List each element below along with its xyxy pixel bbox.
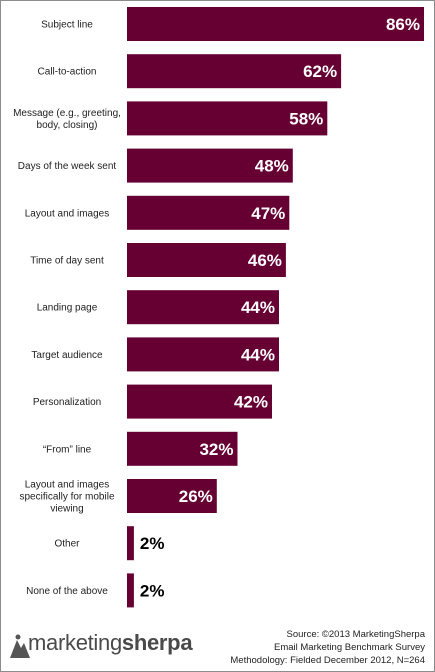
bar-chart: 86% Subject line 62% Call-to-action 58% Messa… — [13, 7, 424, 608]
category-label: Layout and images — [25, 208, 110, 219]
data-label: 58% — [289, 109, 323, 128]
data-label: 44% — [241, 345, 275, 364]
category-label: Message (e.g., greeting, body, closing) — [13, 108, 121, 131]
category-label: Days of the week sent — [18, 161, 117, 172]
bar — [127, 479, 217, 513]
category-label: Subject line — [41, 20, 93, 31]
bar — [127, 195, 290, 230]
data-label: 86% — [386, 15, 420, 34]
data-label: 32% — [199, 440, 233, 459]
bar — [127, 384, 272, 419]
bar — [127, 54, 342, 89]
category-label: Personalization — [33, 397, 101, 408]
logo-word-part1: marketing — [28, 630, 122, 655]
source-note: Source: ©2013 MarketingSherpa Email Mark… — [230, 628, 425, 667]
category-label: “From” line — [43, 444, 92, 455]
category-label: Other — [54, 539, 80, 550]
bar — [127, 7, 424, 41]
bar — [127, 101, 328, 136]
logo-wordmark: marketingsherpa — [28, 630, 193, 656]
category-label: Call-to-action — [38, 67, 97, 78]
bar — [127, 337, 279, 372]
category-label: Target audience — [31, 350, 103, 361]
category-label: Time of day sent — [30, 256, 104, 267]
source-line-3: Methodology: Fielded December 2012, N=26… — [230, 655, 425, 666]
data-label: 42% — [234, 393, 268, 412]
data-label: 26% — [179, 487, 213, 506]
logo-word-part2: sherpa — [121, 630, 193, 655]
data-label: 2% — [140, 534, 165, 553]
bar — [127, 148, 293, 183]
data-label: 62% — [303, 62, 337, 81]
data-label: 46% — [248, 251, 282, 270]
marketingsherpa-logo — [6, 628, 206, 664]
source-line-2: Email Marketing Benchmark Survey — [274, 642, 425, 653]
bar — [127, 290, 279, 325]
data-label: 2% — [140, 581, 165, 600]
bar — [127, 526, 134, 561]
category-label: Landing page — [37, 303, 98, 314]
bar — [127, 573, 134, 608]
source-line-1: Source: ©2013 MarketingSherpa — [286, 629, 426, 640]
sherpa-mountain-icon — [10, 634, 30, 658]
bar — [127, 243, 286, 277]
data-label: 44% — [241, 298, 275, 317]
category-label: None of the above — [26, 586, 108, 597]
data-label: 48% — [255, 157, 289, 176]
data-label: 47% — [251, 204, 285, 223]
category-label: Layout and images specifically for mobile… — [19, 480, 114, 515]
bar — [127, 431, 238, 466]
